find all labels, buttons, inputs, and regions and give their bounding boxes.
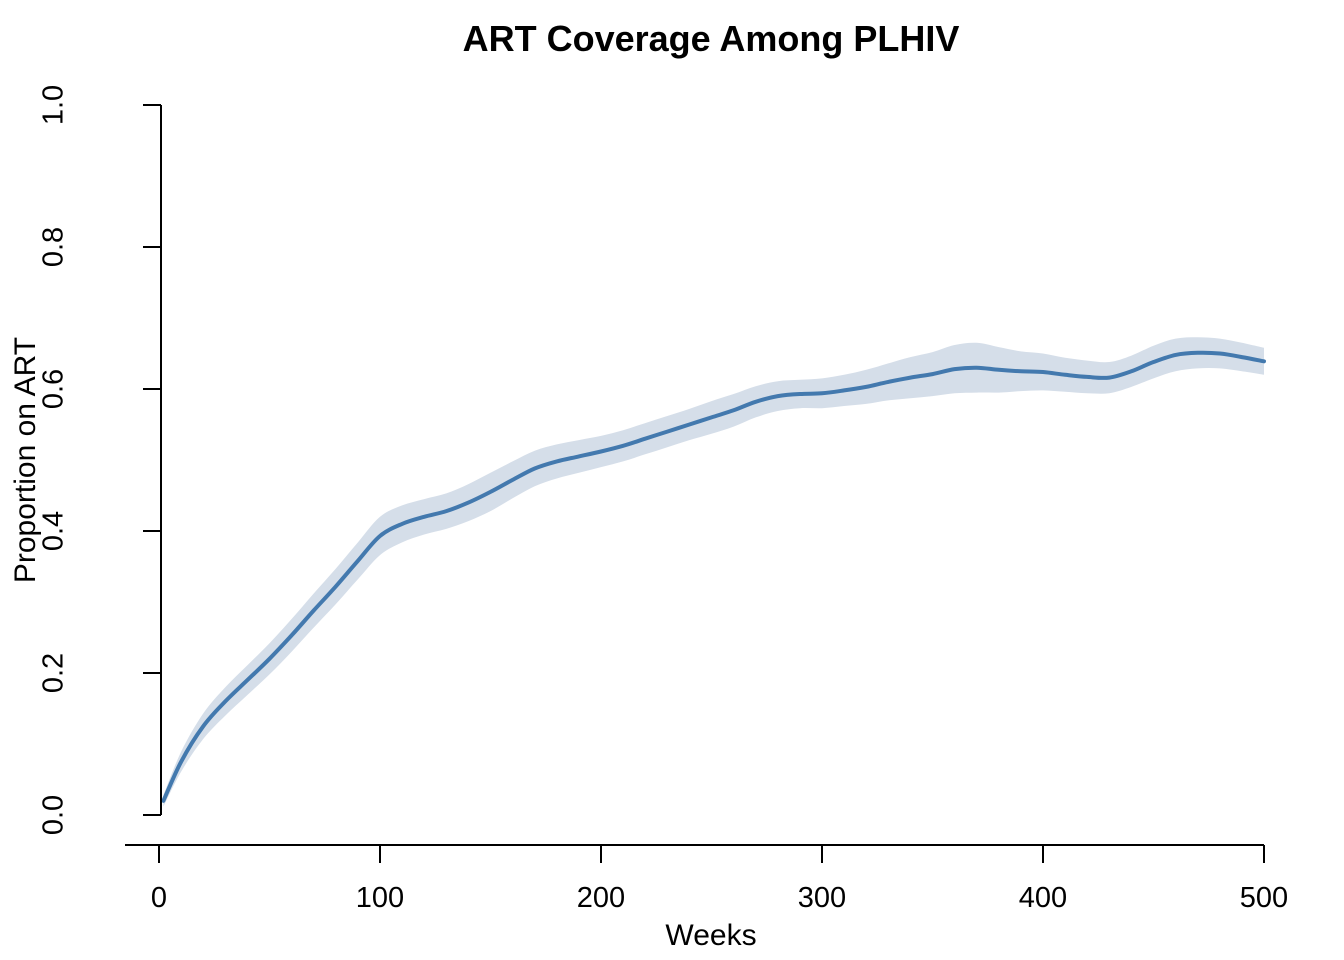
x-tick-label: 400 xyxy=(1018,882,1068,914)
chart-title: ART Coverage Among PLHIV xyxy=(462,18,960,59)
x-tick-label: 200 xyxy=(576,882,626,914)
y-tick-label: 0.2 xyxy=(37,652,70,694)
x-axis-label: Weeks xyxy=(665,919,757,952)
y-tick-label: 0.0 xyxy=(37,794,70,836)
x-tick-label: 0 xyxy=(150,882,168,914)
y-tick-label: 0.4 xyxy=(37,510,70,552)
x-tick-label: 500 xyxy=(1239,882,1289,914)
confidence-band xyxy=(163,337,1264,807)
x-tick-label: 300 xyxy=(797,882,847,914)
y-tick-label: 0.8 xyxy=(37,226,70,268)
coverage-line xyxy=(161,350,1266,803)
y-tick-label: 1.0 xyxy=(37,84,70,126)
y-tick-label: 0.6 xyxy=(37,368,70,410)
x-tick-label: 100 xyxy=(355,882,405,914)
